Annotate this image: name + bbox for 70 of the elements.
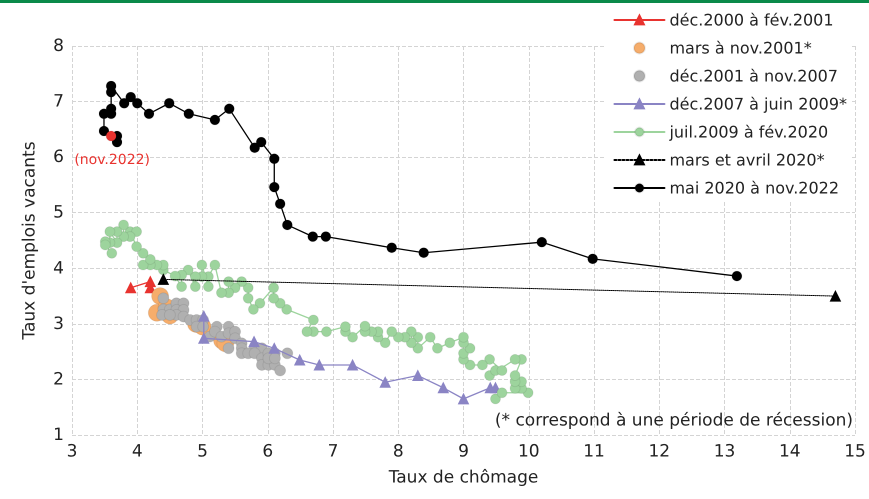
point <box>268 342 280 354</box>
point <box>380 376 391 388</box>
x-tick-label: 9 <box>458 442 469 462</box>
y-tick-label: 1 <box>53 425 64 445</box>
annotation: (nov.2022) <box>74 152 150 168</box>
legend-label: mai 2020 à nov.2022 <box>669 178 840 198</box>
legend-label: déc.2001 à nov.2007 <box>669 66 838 86</box>
y-tick-label: 8 <box>53 36 64 56</box>
x-tick-label: 5 <box>197 442 208 462</box>
point <box>347 359 358 370</box>
point <box>98 126 110 137</box>
point <box>132 98 143 109</box>
point <box>164 98 175 109</box>
point <box>224 103 235 114</box>
point <box>222 342 235 354</box>
x-tick-label: 13 <box>714 442 736 462</box>
y-tick-label: 2 <box>53 369 64 390</box>
point <box>125 282 136 294</box>
point <box>386 242 398 254</box>
point <box>198 332 210 344</box>
point <box>458 393 469 404</box>
point <box>118 98 130 109</box>
point <box>183 108 194 120</box>
x-tick-label: 10 <box>518 442 540 462</box>
point <box>307 231 318 242</box>
legend-label: déc.2000 à fév.2001 <box>669 10 834 30</box>
x-tick-label: 3 <box>66 442 78 462</box>
x-tick-label: 7 <box>328 442 338 462</box>
point <box>294 354 306 366</box>
point <box>282 219 293 230</box>
y-tick-label: 4 <box>53 258 64 278</box>
point <box>249 142 260 154</box>
x-tick-label: 11 <box>583 442 605 462</box>
point <box>274 364 286 377</box>
x-tick-label: 12 <box>648 442 670 462</box>
y-tick-label: 6 <box>53 147 64 168</box>
point <box>412 370 424 382</box>
point <box>164 308 176 321</box>
point <box>268 352 281 364</box>
point <box>731 270 742 282</box>
y-axis-title: Taux d'emplois vacants <box>20 141 40 341</box>
x-tick-label: 6 <box>262 442 274 462</box>
legend-label: mars à nov.2001* <box>669 38 812 58</box>
point <box>248 336 260 348</box>
y-tick-label: 3 <box>53 314 64 334</box>
annotation: (* correspond à une période de récession) <box>494 410 854 430</box>
x-tick-label: 15 <box>844 442 866 462</box>
point <box>144 108 154 120</box>
point <box>125 92 136 103</box>
point <box>198 310 210 322</box>
point <box>98 108 110 120</box>
point <box>536 236 548 248</box>
point <box>209 114 220 126</box>
point <box>314 359 325 370</box>
point <box>438 382 449 394</box>
x-tick-label: 14 <box>778 442 801 462</box>
legend-label: déc.2007 à juin 2009* <box>669 94 848 114</box>
legend-label: mars et avril 2020* <box>669 150 825 170</box>
x-tick-label: 4 <box>132 442 143 462</box>
point <box>274 198 286 210</box>
point <box>268 182 280 193</box>
legend-label: juil.2009 à fév.2020 <box>668 122 828 142</box>
point <box>268 153 280 164</box>
point <box>418 247 430 258</box>
point <box>587 253 598 264</box>
x-axis-title: Taux de chômage <box>388 468 538 488</box>
y-tick-label: 5 <box>53 202 64 223</box>
y-tick-label: 7 <box>53 92 64 112</box>
point <box>320 231 332 242</box>
x-tick-label: 8 <box>392 442 404 462</box>
